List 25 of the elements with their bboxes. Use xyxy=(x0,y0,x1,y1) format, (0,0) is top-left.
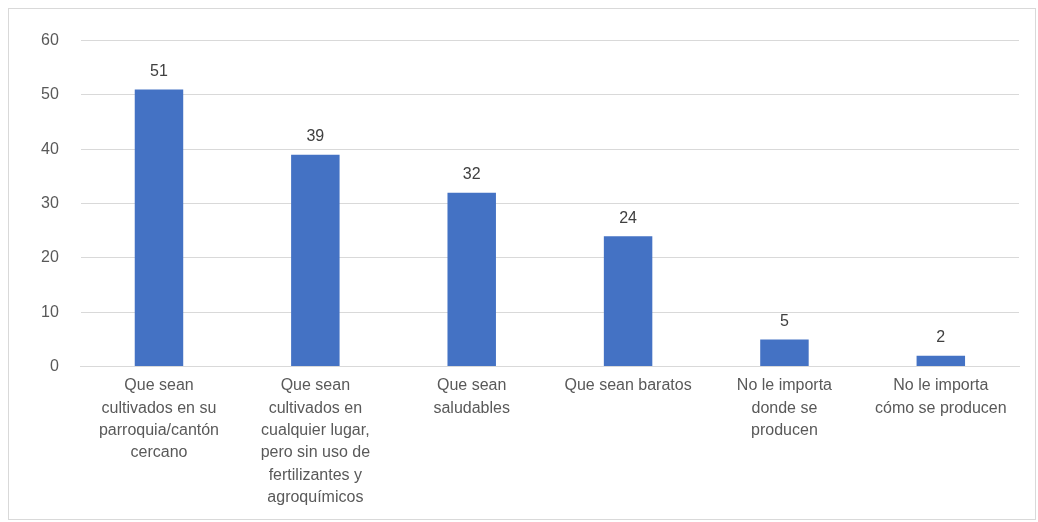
x-tick-label: Que sean saludables xyxy=(433,376,510,416)
bar xyxy=(291,154,340,367)
x-tick-label: Que sean cultivados en cualquier lugar, pero sin uso de fertilizantes y agroquímicos xyxy=(260,376,371,506)
data-label: 24 xyxy=(619,208,638,226)
data-label: 39 xyxy=(306,127,325,145)
y-tick-label: 60 xyxy=(41,31,59,49)
y-tick-label: 30 xyxy=(41,194,59,212)
y-tick-label: 40 xyxy=(41,139,59,157)
bar xyxy=(447,192,496,367)
y-tick-label: 50 xyxy=(41,85,59,103)
bar xyxy=(760,339,809,367)
data-label: 51 xyxy=(150,61,168,79)
bar xyxy=(134,89,184,367)
y-tick-label: 10 xyxy=(41,302,59,320)
bar xyxy=(916,355,966,367)
data-label: 2 xyxy=(936,328,946,346)
x-tick-label: No le importa cómo se producen xyxy=(875,376,1007,416)
data-label: 5 xyxy=(780,311,789,329)
x-tick-label: Que sean cultivados en su parroquia/cantón cercano xyxy=(98,376,220,461)
y-tick-label: 20 xyxy=(41,248,59,266)
y-tick-label: 0 xyxy=(49,357,59,375)
x-tick-label: Que sean baratos xyxy=(564,376,692,394)
bar xyxy=(603,236,653,367)
x-tick-label: No le importa donde se producen xyxy=(736,376,833,439)
data-label: 32 xyxy=(462,165,481,183)
